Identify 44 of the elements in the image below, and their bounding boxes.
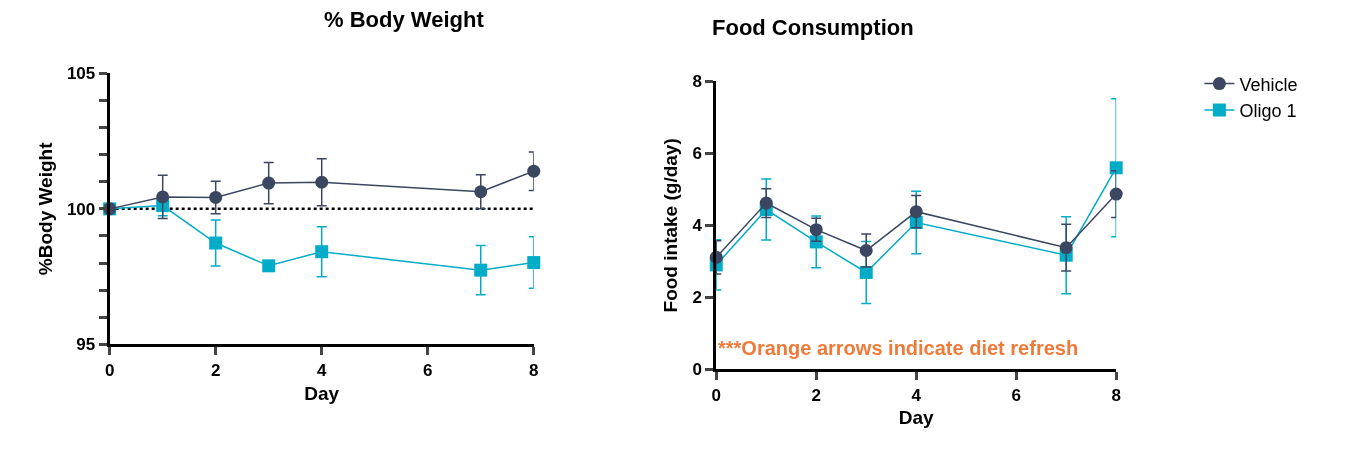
point [315, 175, 329, 189]
y-axis-title: Food intake (g/day) [660, 138, 682, 313]
x-tick-label: 2 [811, 385, 821, 405]
x-tick-label: 2 [210, 360, 221, 380]
point [1059, 241, 1073, 255]
point [527, 164, 541, 178]
y-tick-label: 105 [66, 64, 96, 84]
legend-label: Oligo 1 [1239, 101, 1297, 122]
x-axis-title: Day [304, 382, 340, 404]
y-axis-title: %Body Weight [34, 141, 56, 276]
annotation: ***Orange arrows indicate diet refresh [718, 337, 1079, 359]
x-tick-label: 8 [529, 360, 539, 380]
point [156, 190, 170, 204]
x-tick-label: 4 [316, 360, 327, 380]
point [474, 263, 488, 277]
point [315, 245, 329, 259]
legend-label: Vehicle [1239, 74, 1298, 95]
x-tick-label: 0 [711, 385, 721, 405]
x-tick-label: 4 [911, 385, 922, 405]
chart-title: % Body Weight [324, 7, 485, 32]
y-tick-label: 8 [692, 72, 702, 92]
point [909, 205, 923, 219]
y-tick-label: 100 [66, 199, 96, 219]
x-axis-title: Day [898, 407, 935, 429]
point [759, 196, 773, 210]
y-tick-label: 4 [692, 216, 703, 236]
point [859, 244, 873, 258]
point [209, 190, 223, 204]
point [262, 259, 276, 273]
point [1109, 187, 1123, 201]
y-tick-label: 6 [692, 144, 702, 164]
point [809, 223, 823, 237]
x-tick-label: 6 [1011, 385, 1021, 405]
y-tick-label: 95 [76, 335, 96, 355]
chart-title: Food Consumption [712, 15, 914, 40]
point [209, 236, 223, 250]
y-tick-label: 2 [692, 288, 702, 308]
x-tick-label: 6 [422, 360, 433, 380]
point [527, 256, 541, 270]
x-tick-label: 0 [104, 360, 115, 380]
point [1109, 161, 1123, 175]
point [474, 185, 488, 199]
x-tick-label: 8 [1111, 385, 1121, 405]
point [262, 176, 276, 190]
